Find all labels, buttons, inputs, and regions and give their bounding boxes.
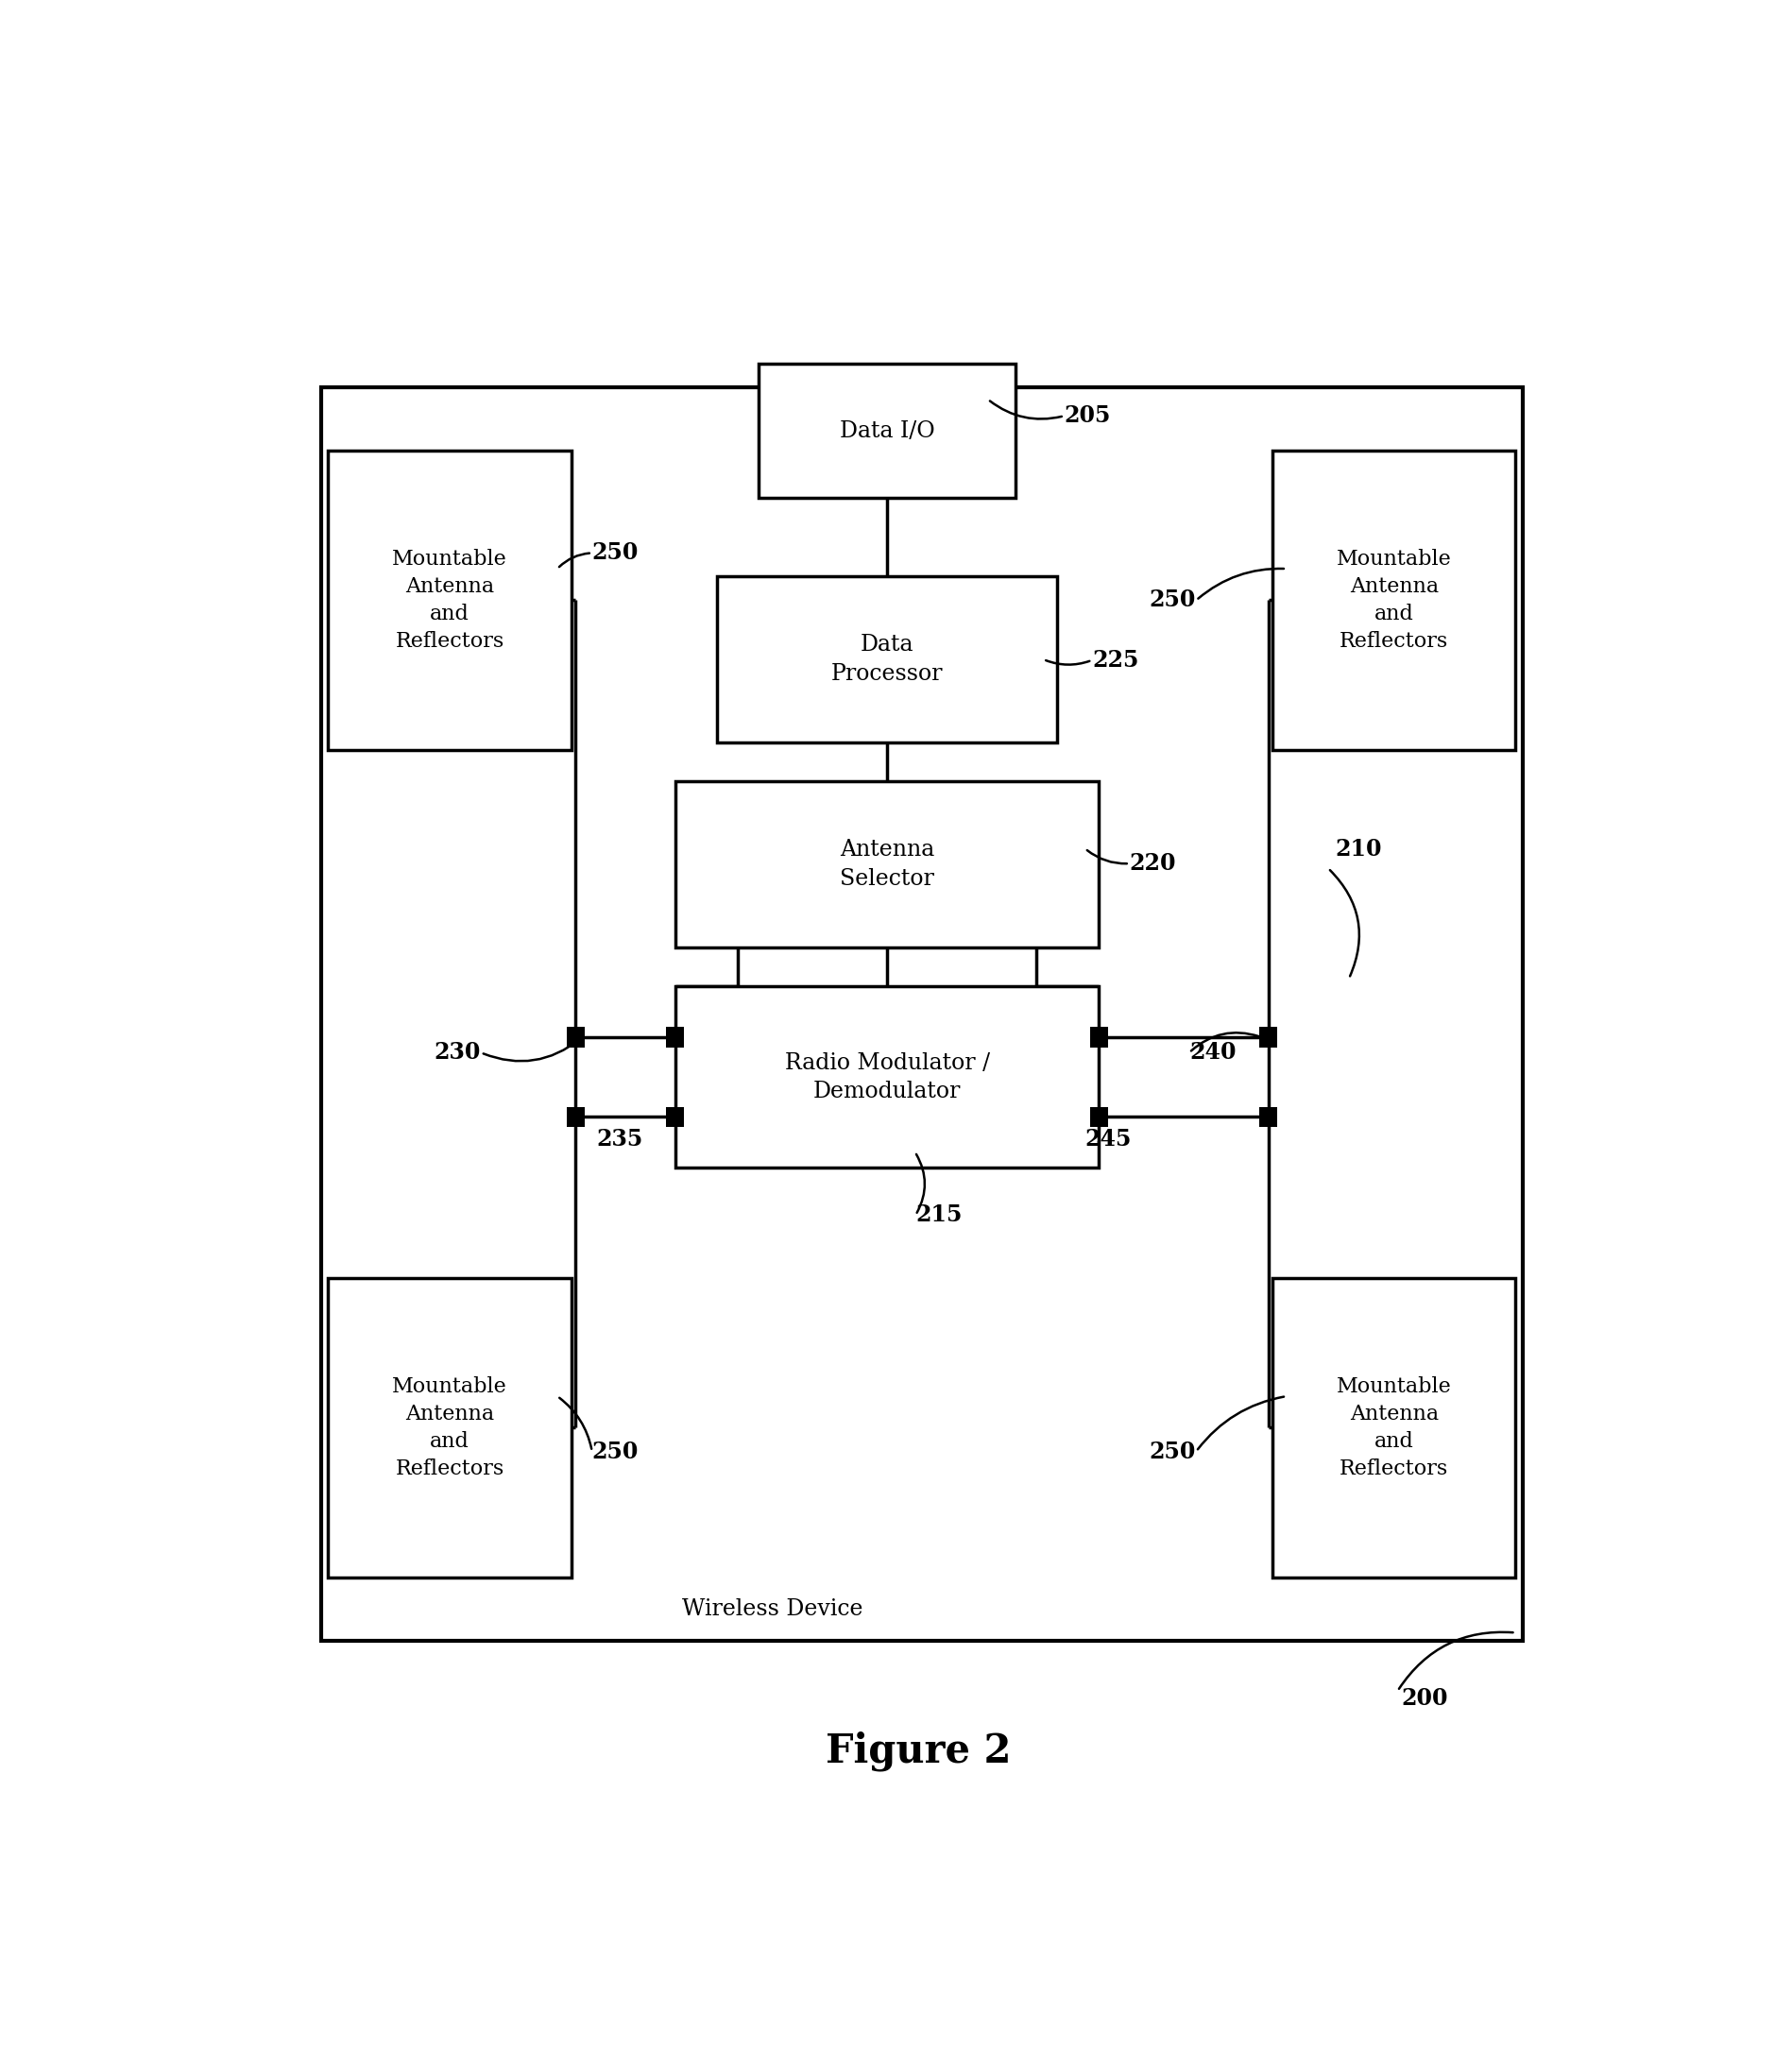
Text: 250: 250 [591,542,638,565]
Bar [1090,1107,1107,1128]
Text: Figure 2: Figure 2 [826,1732,1011,1771]
Text: Mountable
Antenna
and
Reflectors: Mountable Antenna and Reflectors [392,549,507,651]
Text: 210: 210 [1335,837,1382,860]
Bar [667,1107,685,1128]
Bar [717,577,1057,743]
Bar [328,450,572,749]
Bar [321,387,1523,1640]
Text: Mountable
Antenna
and
Reflectors: Mountable Antenna and Reflectors [1337,1376,1452,1480]
Text: 240: 240 [1190,1042,1236,1064]
Text: 205: 205 [1064,405,1111,428]
Text: 225: 225 [1091,649,1138,671]
Text: 250: 250 [1149,1441,1197,1464]
Bar [1260,1028,1278,1048]
Bar [676,782,1098,948]
Text: 220: 220 [1129,852,1176,874]
Text: 235: 235 [597,1128,643,1150]
Bar [1090,1028,1107,1048]
Bar [566,1107,584,1128]
Text: 200: 200 [1401,1687,1448,1709]
Bar [1272,450,1516,749]
Text: Radio Modulator /
Demodulator: Radio Modulator / Demodulator [785,1052,989,1101]
Text: Mountable
Antenna
and
Reflectors: Mountable Antenna and Reflectors [1337,549,1452,651]
Text: Antenna
Selector: Antenna Selector [840,839,934,890]
Bar [566,1028,584,1048]
Bar [1260,1107,1278,1128]
Bar [328,1277,572,1578]
Text: Mountable
Antenna
and
Reflectors: Mountable Antenna and Reflectors [392,1376,507,1480]
Text: 245: 245 [1086,1128,1133,1150]
Bar [758,364,1016,497]
Text: Data I/O: Data I/O [840,420,935,442]
Text: 215: 215 [916,1204,962,1226]
Text: 250: 250 [1149,590,1197,612]
Text: 230: 230 [434,1042,480,1064]
Bar [1272,1277,1516,1578]
Text: Data
Processor: Data Processor [831,635,943,684]
Bar [667,1028,685,1048]
Text: Wireless Device: Wireless Device [683,1599,864,1619]
Bar [676,987,1098,1167]
Text: 250: 250 [591,1441,638,1464]
